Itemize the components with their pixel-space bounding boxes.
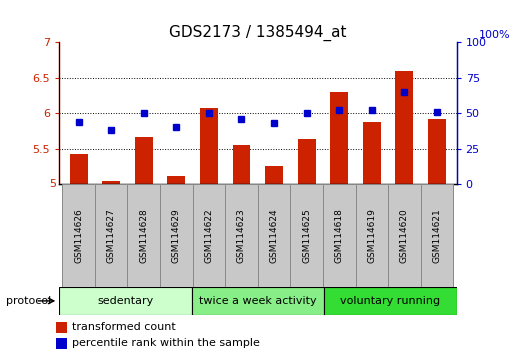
Bar bbox=[324, 287, 457, 315]
Bar bbox=[428, 119, 446, 184]
Bar bbox=[225, 184, 258, 287]
Bar bbox=[56, 322, 67, 333]
Bar bbox=[421, 184, 453, 287]
Bar bbox=[396, 71, 413, 184]
Bar bbox=[160, 184, 192, 287]
Bar bbox=[59, 287, 191, 315]
Bar bbox=[265, 166, 283, 184]
Bar bbox=[56, 338, 67, 349]
Text: GSM114619: GSM114619 bbox=[367, 208, 377, 263]
Text: sedentary: sedentary bbox=[97, 296, 153, 306]
Text: GSM114628: GSM114628 bbox=[139, 208, 148, 263]
Bar bbox=[70, 154, 88, 184]
Text: GSM114618: GSM114618 bbox=[335, 208, 344, 263]
Bar bbox=[192, 184, 225, 287]
Text: GSM114627: GSM114627 bbox=[107, 208, 115, 263]
Text: 5: 5 bbox=[49, 179, 56, 189]
Bar bbox=[290, 184, 323, 287]
Text: GSM114621: GSM114621 bbox=[432, 208, 442, 263]
Bar bbox=[388, 184, 421, 287]
Text: GSM114624: GSM114624 bbox=[269, 208, 279, 263]
Bar bbox=[232, 145, 250, 184]
Text: GSM114626: GSM114626 bbox=[74, 208, 83, 263]
Bar bbox=[330, 92, 348, 184]
Bar bbox=[356, 184, 388, 287]
Text: GSM114625: GSM114625 bbox=[302, 208, 311, 263]
Text: percentile rank within the sample: percentile rank within the sample bbox=[72, 338, 260, 348]
Bar bbox=[167, 176, 185, 184]
Text: voluntary running: voluntary running bbox=[340, 296, 440, 306]
Bar bbox=[135, 137, 153, 184]
Bar bbox=[102, 181, 120, 184]
Bar bbox=[95, 184, 127, 287]
Text: GSM114623: GSM114623 bbox=[237, 208, 246, 263]
Text: GSM114629: GSM114629 bbox=[172, 208, 181, 263]
Bar bbox=[62, 184, 95, 287]
Text: protocol: protocol bbox=[6, 296, 51, 306]
Text: transformed count: transformed count bbox=[72, 322, 175, 332]
Bar bbox=[191, 287, 324, 315]
Bar bbox=[323, 184, 356, 287]
Text: 100%: 100% bbox=[479, 30, 510, 40]
Title: GDS2173 / 1385494_at: GDS2173 / 1385494_at bbox=[169, 25, 347, 41]
Bar bbox=[200, 108, 218, 184]
Text: twice a week activity: twice a week activity bbox=[199, 296, 317, 306]
Bar bbox=[298, 139, 315, 184]
Bar bbox=[363, 122, 381, 184]
Text: GSM114622: GSM114622 bbox=[204, 208, 213, 263]
Bar bbox=[127, 184, 160, 287]
Bar bbox=[258, 184, 290, 287]
Text: GSM114620: GSM114620 bbox=[400, 208, 409, 263]
